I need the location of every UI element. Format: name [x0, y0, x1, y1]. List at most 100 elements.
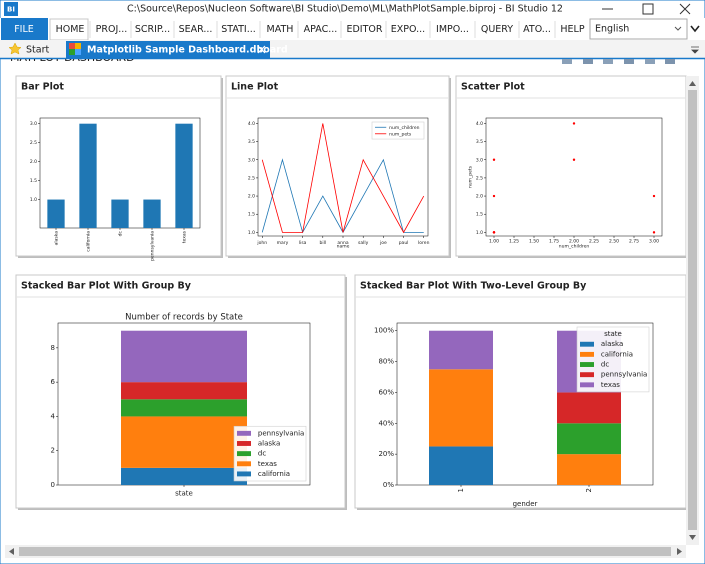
- legend-swatch: [580, 351, 594, 357]
- plot-area: [485, 117, 663, 237]
- menu-item[interactable]: MATH: [267, 24, 294, 35]
- y-tick-label: 6: [51, 378, 56, 386]
- y-tick-label: 100%: [374, 327, 394, 335]
- legend-label: texas: [601, 381, 620, 389]
- panel-title: Stacked Bar Plot With Two-Level Group By: [360, 281, 587, 292]
- legend-label: california: [258, 470, 290, 478]
- y-tick-label: 2.0: [30, 159, 37, 165]
- tab-close[interactable]: [257, 45, 266, 54]
- window-title: C:\Source\Repos\Nucleon Software\BI Stud…: [127, 4, 563, 15]
- y-tick-label: 2.5: [248, 175, 255, 181]
- y-tick-label: 1.0: [30, 197, 37, 203]
- tab-label[interactable]: Matplotlib Sample Dashboard.dboard: [87, 45, 288, 56]
- toolbar-icon[interactable]: [562, 56, 572, 64]
- x-axis-label: gender: [513, 500, 538, 508]
- legend-swatch: [580, 382, 594, 388]
- x-tick-label: joe: [379, 240, 387, 246]
- x-tick-label: pennsylvania: [150, 231, 156, 261]
- close-button[interactable]: [679, 3, 691, 15]
- legend-swatch: [237, 461, 251, 467]
- bar-segment: [121, 382, 247, 400]
- x-tick-label: mary: [277, 240, 289, 246]
- x-tick-label: john: [256, 240, 267, 246]
- bar: [79, 123, 97, 228]
- y-tick-label: 60%: [378, 388, 394, 396]
- y-tick-label: 3.0: [476, 157, 483, 163]
- scroll-right[interactable]: [677, 548, 682, 555]
- legend-label: dc: [601, 361, 609, 369]
- legend-swatch: [237, 430, 251, 436]
- tab-label[interactable]: Start: [26, 45, 49, 56]
- panel-title: Stacked Bar Plot With Group By: [21, 281, 192, 292]
- bar-segment: [557, 392, 621, 424]
- y-tick-label: 0%: [383, 481, 394, 489]
- x-tick-label: dc: [118, 230, 124, 236]
- menu-item[interactable]: EDITOR: [346, 24, 382, 35]
- dashboard-header: MATPLOT DASHBOARD: [10, 56, 675, 64]
- scroll-thumb[interactable]: [688, 90, 697, 530]
- active-tab[interactable]: [66, 41, 270, 58]
- ribbon-toggle[interactable]: [690, 25, 700, 33]
- legend-label: pennsylvania: [601, 371, 647, 379]
- scatter-point: [652, 231, 656, 234]
- scroll-left[interactable]: [9, 548, 14, 555]
- toolbar-icon[interactable]: [603, 56, 613, 64]
- legend-label: alaska: [601, 340, 623, 348]
- x-tick-label: 2.75: [629, 239, 639, 245]
- legend-label: num_pets: [389, 131, 412, 137]
- scroll-up[interactable]: [689, 81, 696, 86]
- menu-item[interactable]: STATI...: [221, 24, 256, 35]
- menu-item[interactable]: IMPO...: [436, 24, 469, 35]
- legend: [371, 121, 425, 140]
- toolbar-icon[interactable]: [645, 56, 655, 64]
- menu-item[interactable]: QUERY: [481, 24, 513, 35]
- bar: [47, 199, 65, 228]
- scatter-point: [492, 158, 496, 161]
- x-tick-label: alaska: [54, 231, 60, 246]
- bar-segment: [121, 330, 247, 383]
- scroll-down[interactable]: [689, 535, 696, 540]
- y-tick-label: 1.0: [248, 230, 255, 236]
- toolbar-icon[interactable]: [583, 56, 593, 64]
- y-tick-label: 1.5: [476, 212, 483, 218]
- scroll-thumb[interactable]: [19, 547, 671, 556]
- tab-menu[interactable]: [691, 46, 699, 54]
- scatter-point: [572, 158, 576, 161]
- language-select[interactable]: [589, 18, 688, 40]
- x-tick-label: 2: [585, 488, 593, 492]
- maximize-button[interactable]: [642, 3, 654, 15]
- bar-segment: [121, 399, 247, 417]
- toolbar-icon[interactable]: [665, 56, 675, 64]
- scatter-point: [652, 194, 656, 198]
- menu-item[interactable]: EXPO...: [391, 24, 425, 35]
- x-tick-label: 1.00: [489, 239, 499, 245]
- bar: [175, 123, 193, 228]
- menu-item[interactable]: PROJ...: [96, 24, 128, 35]
- panel: Bar Plot 1.0 1.5 2.0 2.5 3.0 alaska california d…: [15, 75, 223, 261]
- legend-label: pennsylvania: [258, 429, 304, 437]
- y-tick-label: 3.0: [248, 157, 255, 163]
- menu-item[interactable]: APAC...: [304, 24, 338, 35]
- menu-item[interactable]: SCRIP...: [135, 24, 170, 35]
- toolbar-icon[interactable]: [624, 56, 634, 64]
- menu-item[interactable]: SEAR...: [179, 24, 213, 35]
- x-tick-label: anna: [337, 241, 348, 246]
- x-tick-label: california: [86, 231, 92, 252]
- tab-icon: [75, 49, 81, 55]
- line: [261, 123, 425, 234]
- x-tick-label: 1.25: [509, 239, 519, 245]
- panel: Stacked Bar Plot With Two-Level Group By…: [354, 274, 688, 510]
- y-tick-label: 4: [51, 412, 56, 420]
- menu-item[interactable]: ATO...: [523, 24, 551, 35]
- y-tick-label: 2.5: [30, 140, 37, 146]
- x-axis-label: name: [337, 245, 350, 250]
- y-tick-label: 4.0: [476, 121, 483, 127]
- menu-item[interactable]: HOME: [56, 24, 85, 35]
- menu-item[interactable]: HELP: [560, 24, 584, 35]
- menu-item[interactable]: FILE: [14, 24, 34, 35]
- y-axis-label: num_pets: [468, 165, 474, 188]
- x-tick-label: 2.25: [589, 239, 599, 245]
- panel-title: Bar Plot: [21, 82, 64, 93]
- app-icon: [4, 2, 18, 16]
